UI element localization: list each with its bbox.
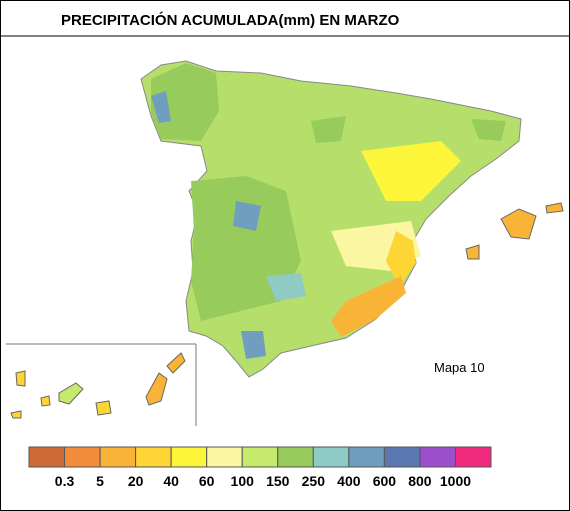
legend-swatch [99, 446, 137, 468]
legend-swatch [383, 446, 421, 468]
legend-swatch [312, 446, 350, 468]
legend-label: 1000 [440, 473, 471, 489]
legend-swatch [170, 446, 208, 468]
legend: 0.3 5 20 40 60 100 150 250 400 600 800 1000 [28, 446, 492, 489]
legend-label: 250 [302, 473, 326, 489]
legend-swatch [348, 446, 385, 468]
legend-label: 600 [373, 473, 397, 489]
legend-label: 100 [231, 473, 255, 489]
map-label: Mapa 10 [434, 360, 485, 375]
legend-label: 0.3 [55, 473, 75, 489]
legend-swatch [206, 446, 243, 468]
legend-swatch [277, 446, 314, 468]
legend-swatch [28, 446, 66, 468]
legend-label: 800 [408, 473, 432, 489]
legend-label: 400 [337, 473, 361, 489]
legend-label: 5 [96, 473, 104, 489]
mainland-map [140, 60, 522, 378]
legend-swatch [64, 446, 101, 468]
legend-swatch [419, 446, 456, 468]
title: PRECIPITACIÓN ACUMULADA(mm) EN MARZO [61, 11, 400, 29]
legend-swatch [135, 446, 172, 468]
legend-swatch [241, 446, 279, 468]
canary-islands [10, 352, 186, 419]
legend-label: 20 [128, 473, 144, 489]
balearic-islands [465, 202, 564, 260]
legend-swatch [454, 446, 492, 468]
legend-label: 60 [199, 473, 215, 489]
legend-label: 150 [266, 473, 290, 489]
legend-label: 40 [163, 473, 179, 489]
